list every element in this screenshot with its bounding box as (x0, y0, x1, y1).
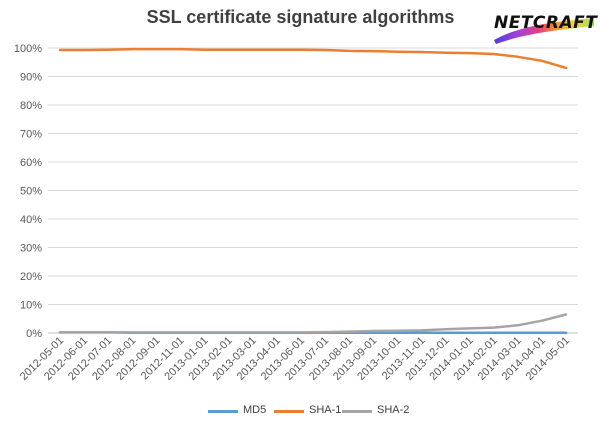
series-lines (58, 47, 568, 334)
legend: MD5 SHA-1 SHA-2 (0, 403, 601, 421)
y-axis-tick-labels: 0% 10% 20% 30% 40% 50% 60% 70% 80% 90% 100% (14, 43, 42, 340)
y-tick-label: 100% (14, 43, 42, 55)
y-tick-label: 40% (20, 214, 42, 226)
y-tick-label: 90% (20, 72, 42, 84)
legend-md5-swatch (208, 410, 238, 413)
y-tick-label: 0% (26, 328, 42, 340)
chart-title: SSL certificate signature algorithms (146, 7, 455, 27)
legend-sha1-swatch (274, 410, 304, 413)
series-line-sha2 (58, 313, 568, 334)
x-axis-tick-labels: 2012-05-012012-06-012012-07-012012-08-01… (18, 335, 572, 383)
y-tick-label: 20% (20, 271, 42, 283)
netcraft-logo: NETCRAFT (494, 13, 598, 44)
series-line-sha1 (58, 47, 568, 70)
line-chart: 0% 10% 20% 30% 40% 50% 60% 70% 80% 90% 100% 2012-0… (14, 43, 578, 383)
y-tick-label: 60% (20, 157, 42, 169)
legend-md5-label: MD5 (243, 404, 267, 416)
legend-sha1-label: SHA-1 (309, 404, 342, 416)
y-tick-label: 70% (20, 129, 42, 141)
y-tick-label: 80% (20, 100, 42, 112)
y-tick-label: 50% (20, 186, 42, 198)
y-tick-label: 10% (20, 300, 42, 312)
legend-sha2-swatch (342, 410, 372, 413)
legend-sha2-label: SHA-2 (377, 404, 410, 416)
y-tick-label: 30% (20, 243, 42, 255)
gridlines (48, 47, 578, 334)
logo-text: NETCRAFT (494, 13, 598, 33)
